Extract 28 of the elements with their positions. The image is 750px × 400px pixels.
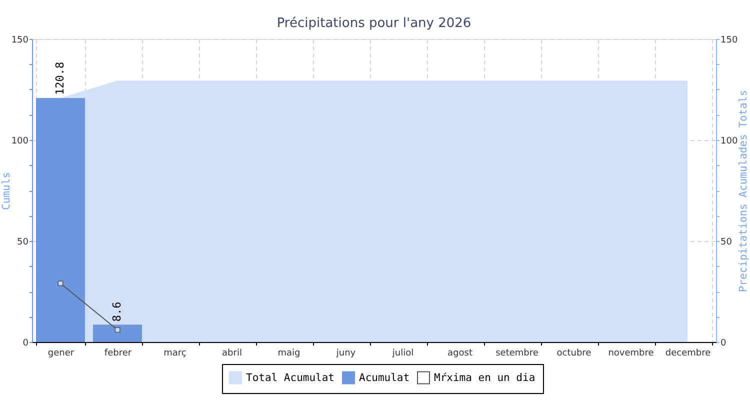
y-tick-label: 0 <box>22 338 29 348</box>
y-tick-label: 100 <box>11 136 29 146</box>
legend-label: Mŕxima en un dia <box>434 372 536 384</box>
x-tick-label: juliol <box>391 348 414 358</box>
data-label: 120.8 <box>54 62 66 95</box>
x-tick-label: juny <box>335 348 356 358</box>
data-label: 8.6 <box>110 302 124 322</box>
x-tick-label: novembre <box>608 348 654 358</box>
chart-title: Précipitations pour l'any 2026 <box>276 16 472 31</box>
y2-tick-label: 0 <box>720 338 726 348</box>
y-tick-label: 50 <box>17 238 29 248</box>
legend-label: Total Acumulat <box>246 372 335 384</box>
y2-tick-label: 50 <box>720 238 732 248</box>
y2-tick-label: 150 <box>720 36 738 46</box>
x-tick-label: octubre <box>556 348 592 358</box>
legend-label: Acumulat <box>359 372 410 384</box>
x-tick-label: setembre <box>496 348 539 358</box>
x-tick-label: maig <box>278 348 300 358</box>
x-tick-label: gener <box>48 348 74 358</box>
x-tick-label: abril <box>222 348 242 358</box>
y2-tick-label: 100 <box>720 136 738 146</box>
x-tick-label: decembre <box>665 348 712 358</box>
x-tick-label: agost <box>448 348 473 358</box>
y-axis-title: Cumuls <box>0 172 12 210</box>
y2-axis-title: Precipitations Acumulades Totals <box>738 90 750 292</box>
y-tick-label: 150 <box>11 36 29 46</box>
x-tick-label: febrer <box>104 348 132 358</box>
x-tick-label: març <box>164 348 186 358</box>
